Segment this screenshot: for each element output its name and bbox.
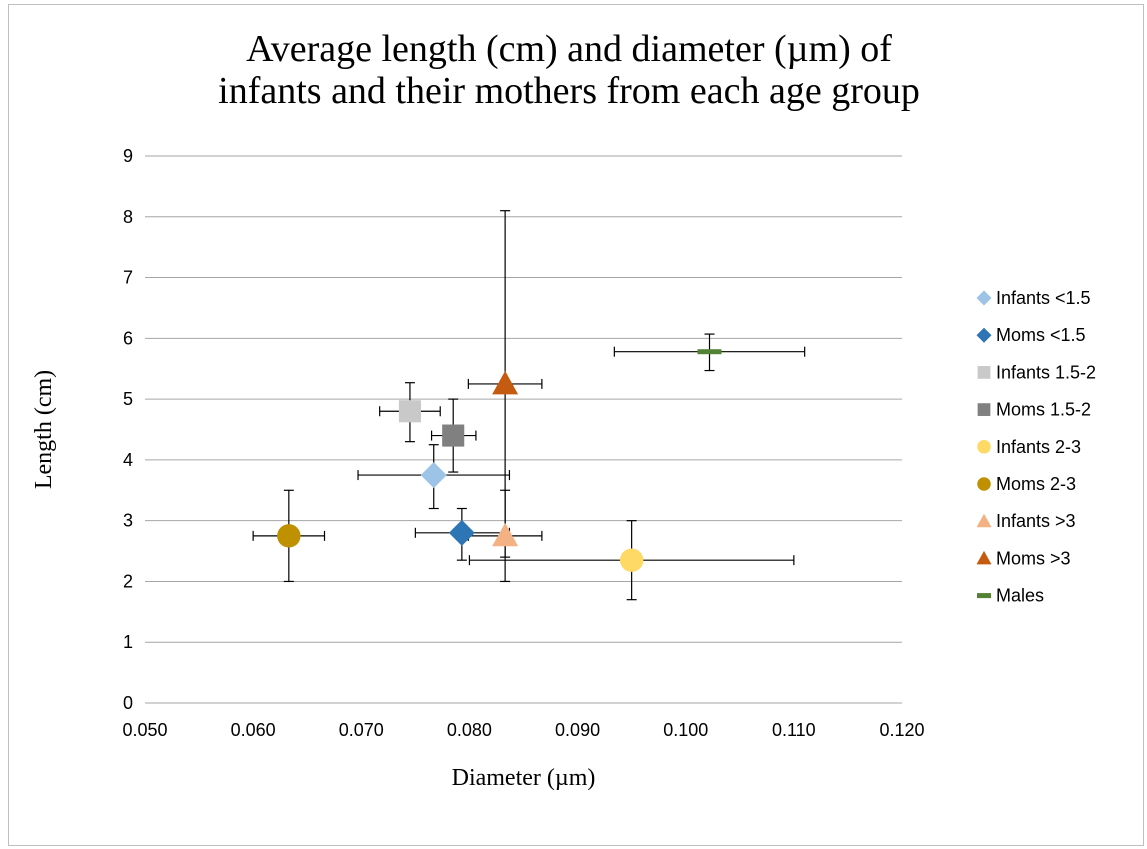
y-axis-title: Length (cm)	[31, 370, 57, 489]
legend-marker	[976, 513, 992, 528]
point-moms-3	[492, 370, 519, 395]
legend-marker	[977, 440, 991, 454]
point-infants-2-3	[619, 548, 644, 572]
legend-marker	[977, 366, 991, 379]
chart-title: Average length (cm) and diameter (µm) of…	[218, 28, 920, 112]
y-axis-ticks: 0 1 2 3 4 5 6 7 8 9	[123, 146, 133, 713]
scatter-chart: Average length (cm) and diameter (µm) of…	[31, 28, 1096, 791]
legend-item-moms-1-5-2: Moms 1.5-2	[977, 400, 1091, 420]
point-males	[697, 349, 722, 355]
x-tick-label: 0.060	[231, 720, 276, 740]
x-tick-label: 0.110	[772, 720, 816, 740]
legend-marker	[976, 290, 992, 306]
legend-item-moms-1-5: Moms <1.5	[976, 325, 1086, 345]
legend-label: Moms 2-3	[996, 474, 1076, 494]
legend-marker	[976, 550, 992, 565]
y-tick-label: 8	[123, 207, 133, 227]
y-tick-label: 7	[123, 268, 133, 288]
y-tick-label: 5	[123, 389, 133, 409]
legend-item-infants-1-5-2: Infants 1.5-2	[977, 362, 1096, 382]
legend: Infants <1.5 Moms <1.5 Infants 1.5-2 Moms 1…	[976, 288, 1096, 606]
legend-marker	[977, 593, 991, 599]
y-tick-label: 9	[123, 146, 133, 166]
legend-label: Infants <1.5	[996, 288, 1091, 308]
x-tick-label: 0.120	[879, 720, 924, 740]
x-axis-ticks: 0.050 0.060 0.070 0.080 0.090 0.100 0.110 0.120	[122, 720, 924, 740]
chart-title-line: infants and their mothers from each age …	[218, 70, 920, 112]
chart-frame: Average length (cm) and diameter (µm) of…	[8, 4, 1144, 846]
x-tick-label: 0.050	[122, 720, 167, 740]
point-infants-3	[492, 522, 519, 547]
legend-item-moms-2-3: Moms 2-3	[977, 474, 1076, 494]
x-tick-label: 0.090	[555, 720, 600, 740]
x-axis-title: Diameter (µm)	[452, 765, 596, 791]
legend-marker	[977, 403, 991, 416]
point-infants-1-5-2	[398, 400, 421, 423]
legend-marker	[976, 327, 992, 343]
legend-item-infants-1-5: Infants <1.5	[976, 288, 1091, 308]
point-infants-1-5	[420, 462, 447, 489]
x-tick-label: 0.080	[447, 720, 492, 740]
legend-label: Infants 2-3	[996, 437, 1081, 457]
y-tick-label: 4	[123, 450, 133, 470]
data-points	[277, 349, 722, 572]
y-tick-label: 3	[123, 511, 133, 531]
legend-label: Moms 1.5-2	[996, 400, 1091, 420]
point-moms-1-5	[448, 519, 475, 546]
y-tick-label: 2	[123, 571, 133, 591]
gridlines	[145, 155, 902, 704]
error-bars	[252, 210, 806, 601]
legend-marker	[977, 477, 991, 491]
y-tick-label: 1	[123, 632, 133, 652]
point-moms-1-5-2	[442, 424, 465, 447]
legend-item-moms-3: Moms >3	[976, 548, 1071, 568]
chart-title-line: Average length (cm) and diameter (µm) of	[246, 28, 892, 70]
x-tick-label: 0.070	[339, 720, 384, 740]
legend-item-infants-3: Infants >3	[976, 511, 1076, 531]
legend-label: Moms <1.5	[996, 325, 1086, 345]
legend-item-infants-2-3: Infants 2-3	[977, 437, 1081, 457]
legend-label: Infants >3	[996, 511, 1076, 531]
legend-label: Moms >3	[996, 548, 1071, 568]
legend-item-males: Males	[977, 586, 1044, 606]
legend-label: Males	[996, 586, 1044, 606]
legend-label: Infants 1.5-2	[996, 362, 1096, 382]
x-tick-label: 0.100	[663, 720, 708, 740]
y-tick-label: 6	[123, 328, 133, 348]
point-moms-2-3	[277, 524, 301, 548]
y-tick-label: 0	[123, 693, 133, 713]
